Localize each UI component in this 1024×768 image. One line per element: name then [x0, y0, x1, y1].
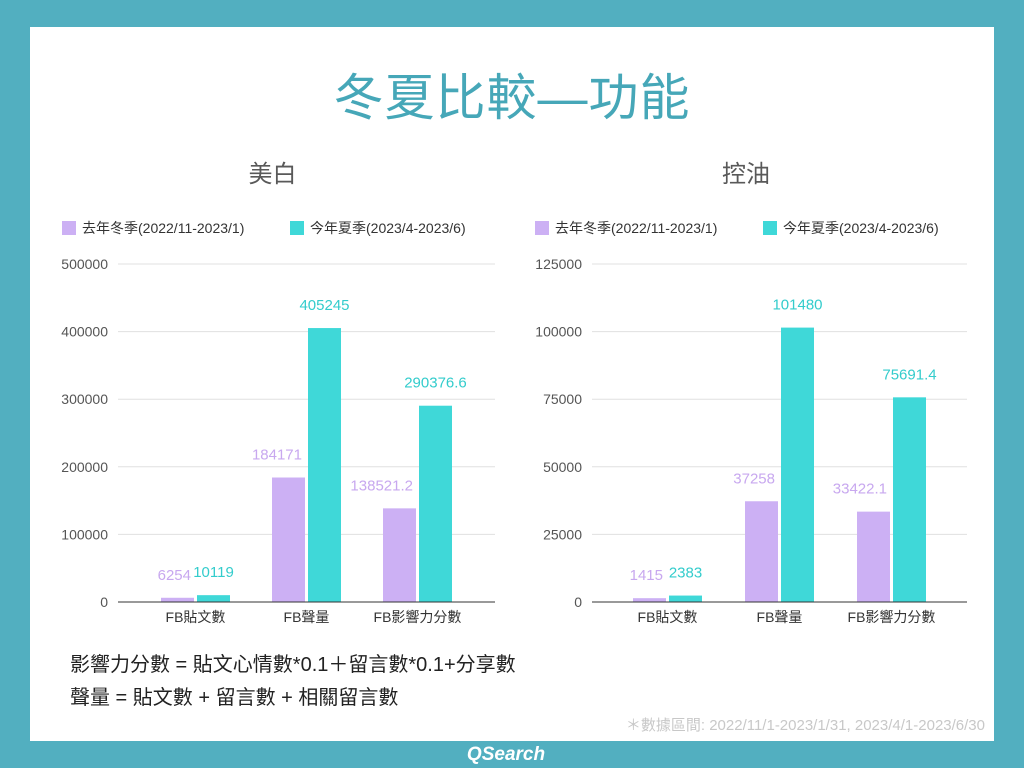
data-range-note: ＊數據區間: 2022/11/1-2023/1/31, 2023/4/1-202… — [625, 717, 985, 734]
content-panel — [30, 27, 994, 741]
y-tick-label: 50000 — [543, 459, 582, 475]
whitening-bar-chart: 0 100000 200000 300000 400000 500000 FB貼文數 FB聲量… — [61, 256, 495, 625]
y-tick-label: 100000 — [61, 526, 108, 542]
data-label-last-winter-fb-influence: 33422.1 — [833, 481, 887, 498]
data-label-this-summer-fb-influence: 75691.4 — [882, 366, 936, 383]
formula-volume: 聲量 = 貼文數 + 留言數 + 相關留言數 — [70, 687, 399, 709]
gridlines — [592, 263, 967, 535]
oil-control-bar-chart: 0 25000 50000 75000 100000 125000 FB貼文數 FB聲量 FB影… — [535, 256, 967, 625]
y-tick-label: 200000 — [61, 459, 108, 475]
bar-last-winter-fb-volume — [272, 477, 305, 602]
y-tick-label: 75000 — [543, 391, 582, 407]
brand-logo-text: QSearch — [466, 744, 546, 765]
y-tick-label: 0 — [574, 594, 582, 610]
x-tick-label-fb-volume: FB聲量 — [284, 609, 330, 625]
legend-item-last-winter: 去年冬季(2022/11-2023/1) — [62, 219, 244, 237]
y-tick-label: 25000 — [543, 526, 582, 542]
bar-this-summer-fb-influence — [419, 405, 452, 602]
legend-swatch-this-summer — [290, 221, 304, 235]
chart-title-whitening: 美白 — [248, 161, 297, 188]
legend-item-this-summer: 今年夏季(2023/4-2023/6) — [763, 219, 939, 237]
data-label-last-winter-fb-volume: 37258 — [733, 470, 775, 487]
y-tick-label: 400000 — [61, 324, 108, 340]
bar-this-summer-fb-volume — [308, 328, 341, 602]
y-tick-label: 125000 — [535, 256, 582, 272]
data-label-this-summer-fb-posts: 2383 — [669, 565, 702, 582]
page-title: 冬夏比較—功能 — [333, 70, 691, 126]
data-label-last-winter-fb-volume: 184171 — [252, 447, 302, 464]
legend-label-this-summer: 今年夏季(2023/4-2023/6) — [783, 220, 939, 236]
y-tick-label: 300000 — [61, 391, 108, 407]
bar-this-summer-fb-influence — [893, 397, 926, 602]
data-label-this-summer-fb-influence: 290376.6 — [404, 375, 467, 392]
data-label-this-summer-fb-volume: 101480 — [772, 297, 822, 314]
legend-swatch-this-summer — [763, 221, 777, 235]
x-tick-label-fb-volume: FB聲量 — [757, 609, 803, 625]
chart-title-oil-control: 控油 — [722, 161, 770, 188]
y-tick-label: 0 — [100, 594, 108, 610]
bar-last-winter-fb-posts — [633, 598, 666, 602]
bar-last-winter-fb-volume — [745, 501, 778, 602]
y-tick-label: 100000 — [535, 324, 582, 340]
y-tick-label: 500000 — [61, 256, 108, 272]
legend-swatch-last-winter — [62, 221, 76, 235]
x-tick-label-fb-posts: FB貼文數 — [638, 609, 698, 625]
x-tick-label-fb-posts: FB貼文數 — [166, 609, 226, 625]
data-label-last-winter-fb-influence: 138521.2 — [350, 477, 413, 494]
bar-this-summer-fb-posts — [669, 595, 702, 602]
legend-swatch-last-winter — [535, 221, 549, 235]
bar-this-summer-fb-volume — [781, 327, 814, 602]
legend-item-this-summer: 今年夏季(2023/4-2023/6) — [290, 219, 466, 237]
x-tick-label-fb-influence: FB影響力分數 — [374, 609, 462, 625]
data-label-last-winter-fb-posts: 1415 — [630, 567, 663, 584]
bar-this-summer-fb-posts — [197, 595, 230, 602]
legend-label-last-winter: 去年冬季(2022/11-2023/1) — [555, 220, 718, 236]
formula-influence-score: 影響力分數 = 貼文心情數*0.1＋留言數*0.1+分享數 — [70, 654, 516, 676]
data-label-this-summer-fb-posts: 10119 — [193, 564, 234, 581]
legend-label-this-summer: 今年夏季(2023/4-2023/6) — [310, 220, 466, 236]
x-tick-label-fb-influence: FB影響力分數 — [848, 609, 936, 625]
bar-last-winter-fb-influence — [383, 508, 416, 602]
bar-last-winter-fb-posts — [161, 597, 194, 602]
bar-last-winter-fb-influence — [857, 511, 890, 602]
legend-item-last-winter: 去年冬季(2022/11-2023/1) — [535, 219, 717, 237]
data-label-this-summer-fb-volume: 405245 — [299, 297, 349, 314]
data-label-last-winter-fb-posts: 6254 — [158, 567, 191, 584]
legend-label-last-winter: 去年冬季(2022/11-2023/1) — [82, 220, 245, 236]
